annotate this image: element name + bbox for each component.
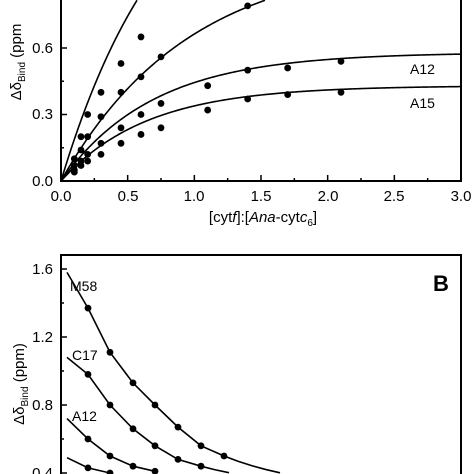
panel-b-data-point	[84, 464, 92, 472]
panel-a-data-point	[97, 113, 105, 121]
panel-a-data-point	[284, 91, 292, 98]
panel-b-data-point	[129, 379, 137, 387]
panel-a-ticks	[60, 47, 462, 182]
panel-a-data-point	[337, 57, 345, 65]
panel-a-data-point	[97, 151, 105, 158]
panel-a-ytick-label: 0.6	[32, 40, 53, 57]
panel-a-fit-curve-0	[60, 0, 138, 182]
panel-b-data-point	[197, 442, 205, 450]
panel-a-fit-curve-2	[60, 53, 462, 182]
panel-a-xtick-label: 0.0	[51, 188, 72, 205]
panel-a-data-point	[157, 100, 165, 107]
panel-b-ytick-label: 0.8	[32, 397, 53, 414]
panel-b-data-point	[106, 348, 114, 356]
panel-b-data-point	[84, 371, 92, 378]
panel-b-ytick-label: 1.2	[32, 329, 53, 346]
panel-b-data-point	[220, 452, 228, 460]
panel-b-fit-curves	[66, 271, 281, 474]
panel-b-data-point	[129, 425, 137, 433]
panel-a-x-axis-title: [cytf]:[Ana-cytc6]	[209, 209, 317, 229]
panel-a: 0.0 0.5 1.0 1.5 2.0 2.5 3.0 0.0 0.3 0.6 …	[8, 0, 471, 229]
panel-b-data-point	[174, 423, 182, 431]
panel-a-data-point	[70, 168, 78, 176]
panel-b-data-point	[129, 462, 137, 470]
panel-b-series-label-m58: M58	[70, 278, 97, 294]
panel-a-xtick-label: 3.0	[451, 188, 472, 205]
panel-b-frame	[60, 254, 462, 474]
panel-b-series-label-a12: A12	[72, 408, 97, 424]
panel-a-data-point	[84, 151, 92, 158]
panel-b-letter: B	[433, 271, 449, 296]
panel-a-data-point	[84, 111, 92, 118]
panel-a-data-point	[244, 2, 252, 10]
panel-b-data-point	[151, 442, 159, 450]
panel-a-data-point	[97, 139, 105, 147]
panel-a-xtick-label: 1.0	[184, 188, 205, 205]
panel-a-data-point	[77, 146, 85, 154]
panel-a-ytick-label: 0.3	[32, 106, 53, 123]
panel-b-ticks	[61, 268, 67, 474]
panel-b-data-point	[151, 467, 159, 474]
panel-b-data-point	[84, 304, 92, 312]
panel-b-data-point	[151, 401, 159, 409]
panel-b-data-point	[197, 462, 205, 470]
panel-b-ytick-label: 0.4	[32, 465, 53, 474]
panel-a-data-point	[70, 155, 78, 163]
panel-b-data-point	[106, 452, 114, 460]
panel-b-data-points	[84, 304, 228, 474]
panel-a-data-point	[117, 139, 125, 147]
panel-a-data-point	[284, 64, 292, 72]
panel-b-data-point	[174, 456, 182, 463]
panel-b-series-label-c17: C17	[72, 347, 98, 363]
panel-a-data-point	[117, 124, 125, 132]
panel-a-fit-curve-3	[60, 85, 462, 182]
panel-a-data-point	[244, 66, 252, 74]
panel-a-xtick-label: 2.5	[384, 188, 405, 205]
panel-a-series-label-a12: A12	[410, 61, 435, 77]
panel-a-xtick-label: 2.0	[318, 188, 339, 205]
panel-b-fit-curve-0	[66, 271, 281, 474]
panel-a-series-label-a15: A15	[410, 95, 435, 111]
panel-a-data-point	[337, 88, 345, 96]
panel-a-xtick-label: 0.5	[118, 188, 139, 205]
panel-b: 1.6 1.2 0.8 0.4 ΔδBind (ppm) B M58 C17 A…	[11, 254, 462, 474]
panel-a-data-point	[77, 162, 85, 169]
panel-a-data-point	[137, 73, 145, 81]
panel-b-data-point	[106, 469, 114, 474]
panel-a-data-point	[77, 133, 85, 141]
panel-a-data-point	[204, 106, 212, 114]
panel-a-data-point	[84, 157, 92, 165]
panel-b-data-point	[106, 401, 114, 409]
panel-b-data-point	[84, 435, 92, 443]
panel-b-y-axis-title: ΔδBind (ppm)	[11, 343, 31, 425]
panel-a-ytick-label: 0.0	[32, 173, 53, 190]
panel-a-data-point	[97, 88, 105, 96]
panel-a-data-point	[137, 111, 145, 118]
panel-a-y-axis-title: ΔδBind (ppm	[8, 24, 28, 101]
panel-a-data-point	[157, 53, 165, 61]
panel-a-data-point	[84, 133, 92, 141]
panel-a-data-point	[137, 33, 145, 41]
panel-b-ytick-label: 1.6	[32, 261, 53, 278]
panel-a-data-point	[137, 131, 145, 138]
panel-a-xtick-label: 1.5	[251, 188, 272, 205]
panel-a-data-point	[117, 60, 125, 67]
panel-a-data-point	[117, 88, 125, 96]
panel-a-data-points	[70, 2, 345, 176]
panel-a-data-point	[244, 95, 252, 103]
panel-a-data-point	[157, 124, 165, 132]
panel-a-data-point	[204, 82, 212, 90]
